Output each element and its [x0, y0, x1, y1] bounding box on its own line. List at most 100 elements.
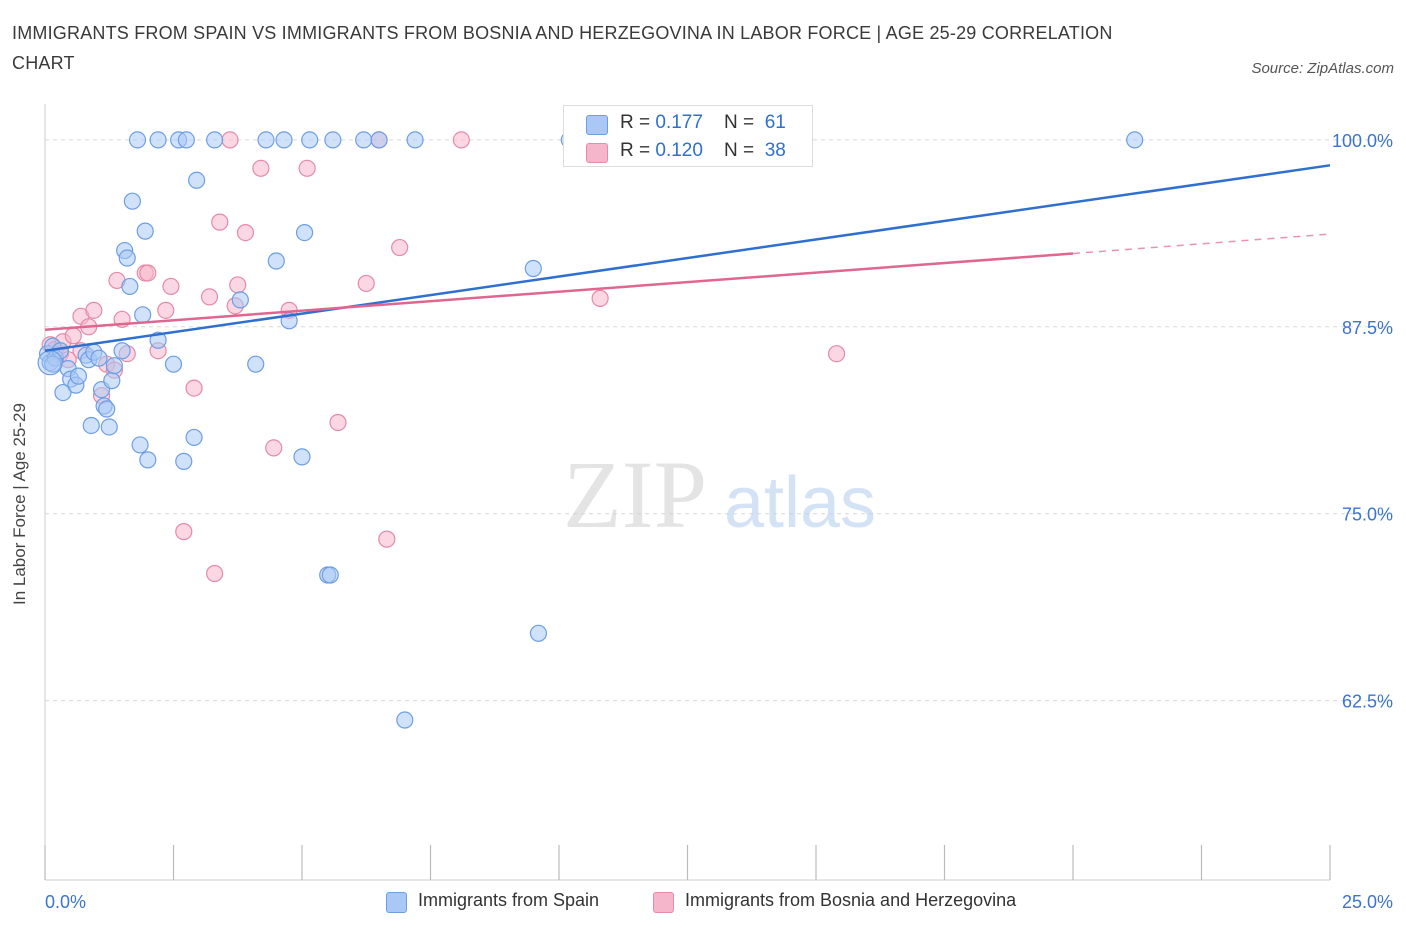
- point-spain: [103, 372, 121, 390]
- point-bosnia: [206, 564, 224, 583]
- trend-lines: [44, 164, 1331, 352]
- point-spain: [275, 131, 293, 149]
- point-spain: [149, 131, 167, 149]
- r-label: R =: [620, 112, 656, 133]
- point-bosnia: [329, 413, 347, 432]
- legend: Immigrants from Spain Immigrants from Bo…: [0, 888, 1406, 918]
- point-spain: [355, 131, 373, 149]
- y-tick-label: 62.5%: [1342, 692, 1393, 712]
- legend-swatch-bosnia: [653, 892, 674, 913]
- point-bosnia: [64, 327, 82, 345]
- point-spain: [247, 355, 265, 373]
- point-bosnia: [357, 274, 375, 293]
- trend-line-bosnia-extension: [1072, 233, 1331, 255]
- y-tick-label: 75.0%: [1342, 505, 1393, 525]
- point-spain: [131, 436, 149, 454]
- point-spain: [164, 355, 183, 373]
- point-spain: [524, 259, 542, 278]
- point-spain: [44, 355, 62, 373]
- point-spain: [321, 566, 339, 584]
- point-bosnia: [591, 289, 609, 307]
- point-spain: [113, 342, 131, 360]
- r-label: R =: [620, 140, 656, 161]
- point-spain: [206, 131, 224, 149]
- point-bosnia: [85, 301, 103, 319]
- point-spain: [185, 428, 203, 447]
- point-bosnia: [157, 301, 175, 319]
- point-spain: [1126, 131, 1144, 149]
- legend-label-spain: Immigrants from Spain: [418, 890, 600, 910]
- stats-box: R = 0.177 N = 61 R = 0.120 N = 38: [563, 105, 813, 167]
- point-spain: [105, 357, 123, 375]
- point-spain: [370, 131, 388, 149]
- point-spain: [175, 452, 193, 470]
- point-spain: [301, 131, 319, 149]
- r-value: 0.177: [655, 112, 703, 133]
- point-bosnia: [200, 288, 219, 306]
- trend-line-bosnia: [44, 252, 1074, 332]
- point-bosnia: [252, 159, 270, 177]
- point-bosnia: [175, 523, 193, 541]
- r-value: 0.120: [655, 140, 703, 161]
- n-value: 38: [764, 140, 786, 161]
- point-spain: [177, 131, 195, 149]
- x-tick-label: 25.0%: [1342, 892, 1393, 912]
- point-spain: [188, 171, 206, 189]
- watermark: ZIP atlas: [563, 441, 876, 548]
- point-bosnia: [185, 379, 203, 397]
- bosnia-swatch: [586, 143, 608, 163]
- point-spain: [149, 331, 167, 349]
- x-tick-label: 0.0%: [45, 892, 86, 912]
- point-spain-cluster: [37, 350, 63, 376]
- legend-swatch-spain: [386, 892, 407, 913]
- n-value: 61: [764, 112, 786, 133]
- spain-swatch: [586, 115, 608, 135]
- watermark-atlas: atlas: [724, 463, 876, 543]
- legend-label-bosnia: Immigrants from Bosnia and Herzegovina: [685, 890, 1017, 910]
- point-spain: [139, 451, 157, 469]
- point-spain: [128, 131, 147, 149]
- point-spain: [267, 252, 285, 270]
- trend-line-spain: [44, 164, 1331, 352]
- point-bosnia: [452, 131, 470, 149]
- axes: [44, 104, 1331, 881]
- point-bosnia: [162, 277, 180, 296]
- watermark-zip: ZIP: [563, 441, 707, 548]
- point-spain: [134, 306, 152, 324]
- point-spain: [90, 349, 108, 367]
- point-bosnia: [229, 276, 247, 294]
- point-bosnia: [298, 159, 316, 177]
- point-spain: [257, 131, 275, 149]
- grid-lines: [45, 139, 1390, 702]
- chart-title: IMMIGRANTS FROM SPAIN VS IMMIGRANTS FROM…: [12, 23, 1113, 73]
- point-spain: [54, 383, 72, 402]
- y-tick-label: 100.0%: [1332, 131, 1393, 151]
- source-label: Source: ZipAtlas.com: [1251, 60, 1394, 77]
- point-spain: [121, 277, 139, 296]
- point-spain: [529, 624, 548, 642]
- point-spain: [69, 367, 88, 385]
- point-spain: [82, 416, 100, 435]
- point-spain: [406, 131, 424, 149]
- point-bosnia: [391, 238, 409, 257]
- point-bosnia: [378, 530, 396, 548]
- point-bosnia: [827, 345, 846, 363]
- y-tick-label: 87.5%: [1342, 318, 1393, 338]
- n-label: N =: [724, 140, 760, 161]
- point-bosnia: [211, 213, 229, 231]
- point-spain: [100, 418, 118, 436]
- n-label: N =: [724, 112, 760, 133]
- point-bosnia: [139, 264, 157, 282]
- point-spain: [136, 222, 154, 240]
- point-bosnia: [265, 439, 283, 457]
- point-spain: [123, 192, 141, 210]
- point-spain: [231, 291, 249, 309]
- point-spain: [396, 711, 414, 729]
- point-spain: [98, 400, 116, 418]
- point-spain: [324, 131, 342, 149]
- point-spain: [293, 448, 311, 466]
- point-bosnia: [221, 131, 239, 149]
- point-bosnia: [236, 224, 255, 242]
- tick-labels: 62.5% 75.0% 87.5% 100.0% 0.0% 25.0%: [45, 131, 1393, 912]
